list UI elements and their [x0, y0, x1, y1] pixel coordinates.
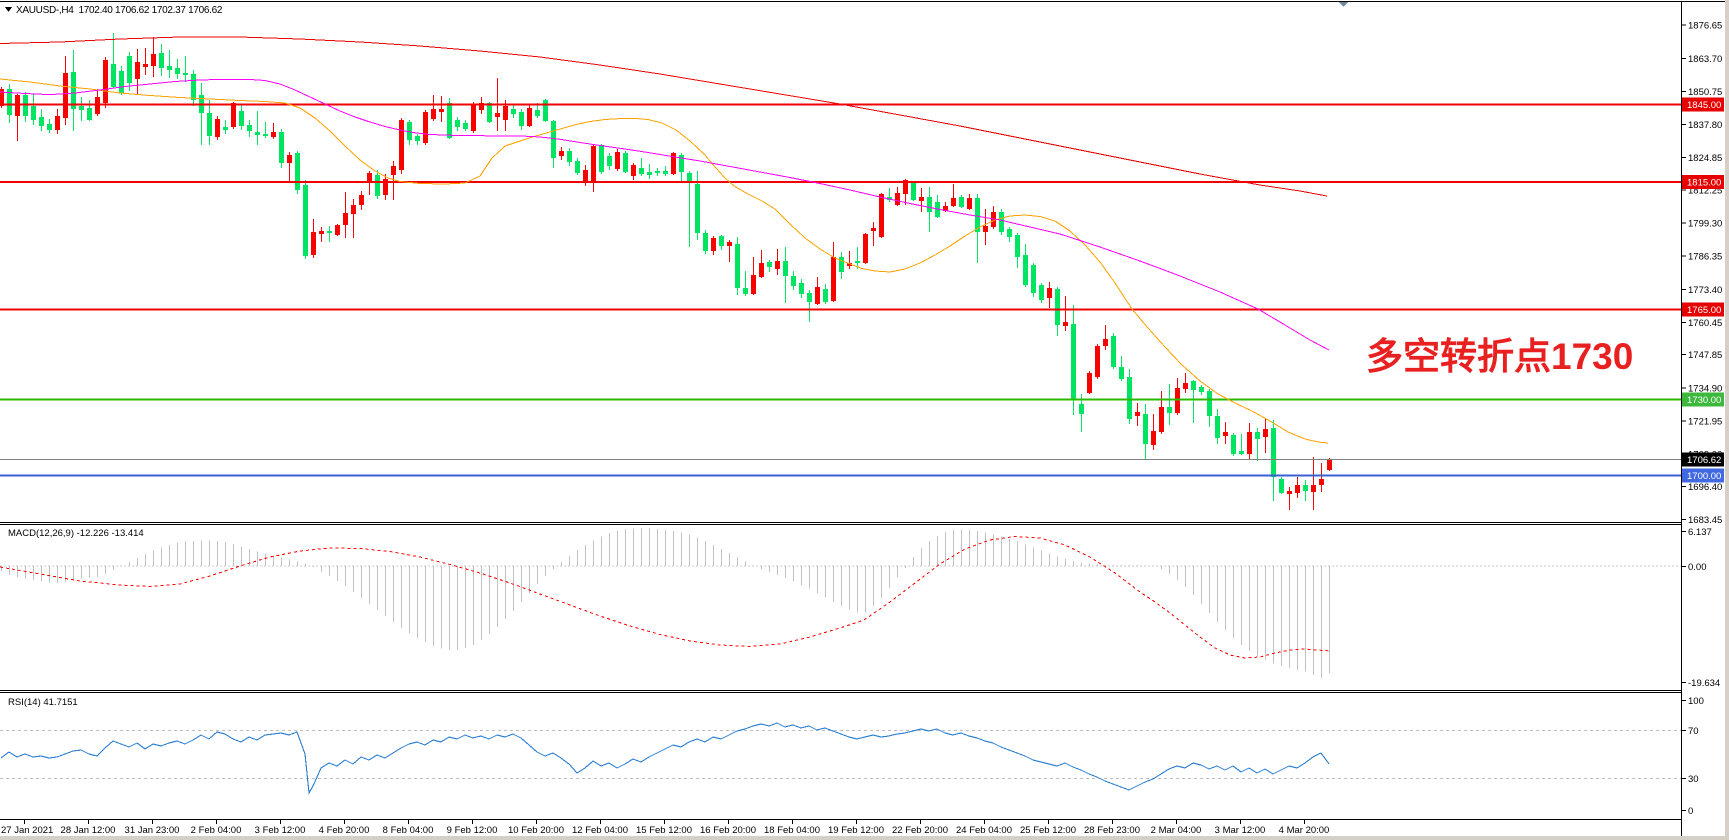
svg-text:31 Jan 23:00: 31 Jan 23:00: [125, 825, 180, 836]
svg-text:1845.00: 1845.00: [1687, 100, 1721, 111]
svg-text:1824.85: 1824.85: [1688, 153, 1722, 164]
svg-text:3 Mar 12:00: 3 Mar 12:00: [1215, 825, 1266, 836]
svg-text:1696.40: 1696.40: [1688, 482, 1722, 493]
svg-text:MACD(12,26,9) -12.226 -13.414: MACD(12,26,9) -12.226 -13.414: [8, 528, 144, 539]
svg-text:18 Feb 04:00: 18 Feb 04:00: [764, 825, 820, 836]
svg-text:19 Feb 12:00: 19 Feb 12:00: [828, 825, 884, 836]
svg-text:6.137: 6.137: [1688, 527, 1712, 538]
svg-text:1799.30: 1799.30: [1688, 219, 1722, 230]
svg-text:1700.00: 1700.00: [1687, 471, 1721, 482]
svg-text:8 Feb 04:00: 8 Feb 04:00: [383, 825, 434, 836]
svg-text:22 Feb 20:00: 22 Feb 20:00: [892, 825, 948, 836]
svg-text:1747.85: 1747.85: [1688, 350, 1722, 361]
svg-text:16 Feb 20:00: 16 Feb 20:00: [700, 825, 756, 836]
svg-text:100: 100: [1688, 696, 1704, 707]
svg-text:70: 70: [1688, 726, 1699, 737]
svg-text:1812.25: 1812.25: [1688, 185, 1722, 196]
svg-text:27 Jan 2021: 27 Jan 2021: [1, 825, 53, 836]
svg-text:多空转折点1730: 多空转折点1730: [1366, 336, 1633, 377]
svg-text:4 Feb 20:00: 4 Feb 20:00: [319, 825, 370, 836]
svg-text:10 Feb 20:00: 10 Feb 20:00: [508, 825, 564, 836]
svg-text:2 Feb 04:00: 2 Feb 04:00: [191, 825, 242, 836]
svg-text:1876.65: 1876.65: [1688, 21, 1722, 32]
svg-text:1863.70: 1863.70: [1688, 54, 1722, 65]
svg-text:3 Feb 12:00: 3 Feb 12:00: [255, 825, 306, 836]
svg-text:1786.35: 1786.35: [1688, 252, 1722, 263]
svg-text:1730.00: 1730.00: [1687, 395, 1721, 406]
svg-text:28 Jan 12:00: 28 Jan 12:00: [61, 825, 116, 836]
svg-text:1683.45: 1683.45: [1688, 515, 1722, 526]
svg-text:9 Feb 12:00: 9 Feb 12:00: [447, 825, 498, 836]
svg-text:30: 30: [1688, 774, 1699, 785]
svg-text:1850.75: 1850.75: [1688, 87, 1722, 98]
svg-text:1837.80: 1837.80: [1688, 120, 1722, 131]
svg-text:1734.90: 1734.90: [1688, 383, 1722, 394]
svg-text:1765.00: 1765.00: [1687, 305, 1721, 316]
svg-text:-19.634: -19.634: [1688, 678, 1720, 689]
svg-text:1760.45: 1760.45: [1688, 318, 1722, 329]
svg-text:25 Feb 12:00: 25 Feb 12:00: [1020, 825, 1076, 836]
svg-text:1721.95: 1721.95: [1688, 417, 1722, 428]
svg-text:1773.40: 1773.40: [1688, 285, 1722, 296]
svg-text:28 Feb 23:00: 28 Feb 23:00: [1084, 825, 1140, 836]
svg-text:1815.00: 1815.00: [1687, 178, 1721, 189]
svg-text:24 Feb 04:00: 24 Feb 04:00: [956, 825, 1012, 836]
svg-text:12 Feb 04:00: 12 Feb 04:00: [572, 825, 628, 836]
svg-text:XAUUSD-,H4 1702.40 1706.62 17: XAUUSD-,H4 1702.40 1706.62 1702.37 1706.…: [16, 5, 223, 16]
svg-text:RSI(14) 41.7151: RSI(14) 41.7151: [8, 697, 78, 708]
svg-text:1706.62: 1706.62: [1687, 455, 1721, 466]
svg-text:4 Mar 20:00: 4 Mar 20:00: [1279, 825, 1330, 836]
svg-text:0.00: 0.00: [1688, 562, 1707, 573]
svg-text:0: 0: [1688, 806, 1693, 817]
svg-text:2 Mar 04:00: 2 Mar 04:00: [1151, 825, 1202, 836]
svg-text:15 Feb 12:00: 15 Feb 12:00: [636, 825, 692, 836]
